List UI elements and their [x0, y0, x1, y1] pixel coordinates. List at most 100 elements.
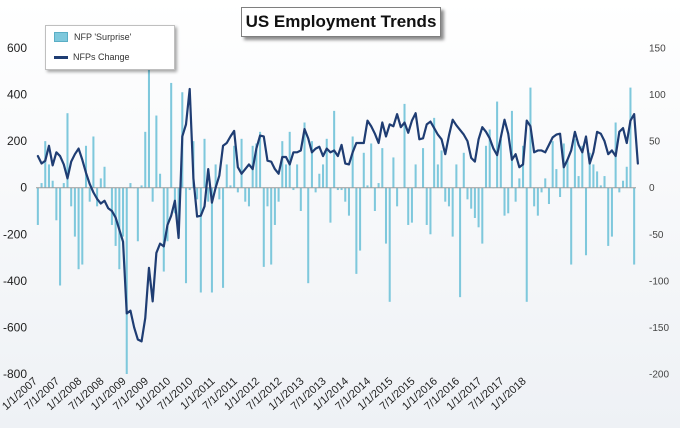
surprise-bar — [336, 187, 339, 191]
surprise-bar — [66, 113, 69, 188]
surprise-bar — [555, 169, 558, 188]
surprise-bar — [625, 166, 628, 188]
surprise-bar — [281, 141, 284, 188]
surprise-bar — [347, 187, 350, 216]
surprise-bar — [44, 141, 47, 188]
surprise-bar — [355, 187, 358, 274]
surprise-bar — [459, 187, 462, 298]
surprise-bar — [284, 164, 288, 188]
legend-label-nfp-change: NFPs Change — [73, 52, 130, 62]
surprise-bar — [84, 145, 88, 188]
surprise-bar — [40, 183, 43, 188]
surprise-bar — [199, 187, 202, 293]
surprise-bar — [570, 187, 573, 265]
surprise-bar — [329, 187, 332, 223]
surprise-bar — [447, 187, 450, 207]
surprise-bar — [403, 103, 406, 188]
surprise-bar — [392, 157, 395, 188]
surprise-bar — [144, 131, 147, 188]
surprise-bar — [122, 187, 125, 237]
surprise-bar — [225, 164, 228, 188]
surprise-bar — [629, 87, 632, 188]
surprise-bar — [633, 187, 636, 265]
surprise-bar — [203, 138, 206, 188]
left-axis-tick-label: 200 — [7, 134, 27, 148]
left-axis-tick-label: 600 — [7, 41, 27, 55]
surprise-bar — [214, 164, 217, 188]
surprise-bar — [340, 187, 343, 191]
surprise-bar — [62, 183, 65, 188]
surprise-bar — [159, 173, 162, 188]
surprise-bar — [259, 131, 262, 188]
surprise-bar — [618, 187, 621, 193]
surprise-bar — [233, 145, 236, 188]
surprise-bar — [151, 187, 154, 202]
surprise-bar — [303, 122, 306, 188]
left-axis-tick-label: -800 — [3, 367, 27, 381]
surprise-bar — [366, 185, 369, 188]
surprise-bar — [129, 183, 132, 188]
surprise-bar — [310, 141, 313, 188]
surprise-bar — [466, 187, 469, 200]
left-axis-tick-label: 400 — [7, 88, 27, 102]
surprise-bar — [540, 187, 543, 193]
surprise-bar — [533, 187, 536, 207]
right-axis-tick-label: -150 — [649, 323, 669, 334]
surprise-bar — [603, 176, 606, 188]
chart-legend: NFP 'Surprise' NFPs Change — [45, 25, 175, 70]
surprise-bar — [377, 183, 380, 188]
surprise-bar — [451, 187, 454, 237]
surprise-bar — [566, 159, 569, 188]
surprise-bar — [499, 138, 502, 188]
surprise-bar — [514, 187, 517, 202]
right-axis-tick-label: -50 — [649, 230, 664, 241]
surprise-bar — [462, 152, 465, 188]
surprise-bar — [396, 187, 399, 207]
surprise-bar — [551, 141, 554, 188]
left-axis-tick-label: -200 — [3, 227, 27, 241]
surprise-bar — [103, 166, 106, 188]
surprise-bar — [266, 187, 269, 207]
surprise-bar — [299, 187, 302, 211]
surprise-bar — [55, 187, 58, 221]
surprise-bar — [536, 187, 539, 216]
surprise-bar — [318, 173, 321, 188]
surprise-bar — [184, 187, 188, 284]
surprise-bar — [236, 187, 239, 193]
surprise-bar — [599, 185, 602, 188]
right-axis-tick-label: -100 — [649, 276, 669, 287]
surprise-bar — [362, 152, 365, 188]
surprise-bar — [210, 187, 213, 293]
surprise-bar — [88, 187, 91, 202]
surprise-bar — [481, 187, 484, 244]
surprise-bar — [218, 187, 221, 200]
nfps-change-line — [36, 87, 639, 343]
surprise-bar — [581, 145, 584, 188]
surprise-bar — [592, 164, 595, 188]
surprise-bar — [59, 187, 62, 286]
surprise-bar — [518, 178, 521, 188]
surprise-bar — [170, 82, 173, 188]
surprise-bar — [410, 187, 413, 223]
surprise-bar — [36, 187, 39, 225]
surprise-bar — [622, 180, 625, 188]
surprise-bar — [162, 187, 165, 272]
surprise-bar — [522, 145, 525, 188]
surprise-bar — [444, 187, 447, 202]
surprise-bar — [573, 138, 576, 188]
surprise-bar — [70, 187, 73, 207]
surprise-bar — [484, 145, 488, 188]
chart-title: US Employment Trends — [241, 7, 441, 37]
surprise-bar — [414, 164, 417, 188]
surprise-bar — [596, 171, 599, 188]
surprise-bar — [240, 138, 243, 188]
surprise-bar — [510, 110, 513, 188]
surprise-bar — [207, 187, 210, 202]
surprise-bar — [344, 187, 347, 202]
surprise-bar — [436, 164, 439, 188]
surprise-bar — [244, 187, 247, 202]
right-axis-tick-label: 0 — [649, 183, 655, 194]
surprise-bar — [507, 187, 510, 214]
surprise-bar — [136, 187, 139, 242]
surprise-bar — [473, 187, 476, 218]
